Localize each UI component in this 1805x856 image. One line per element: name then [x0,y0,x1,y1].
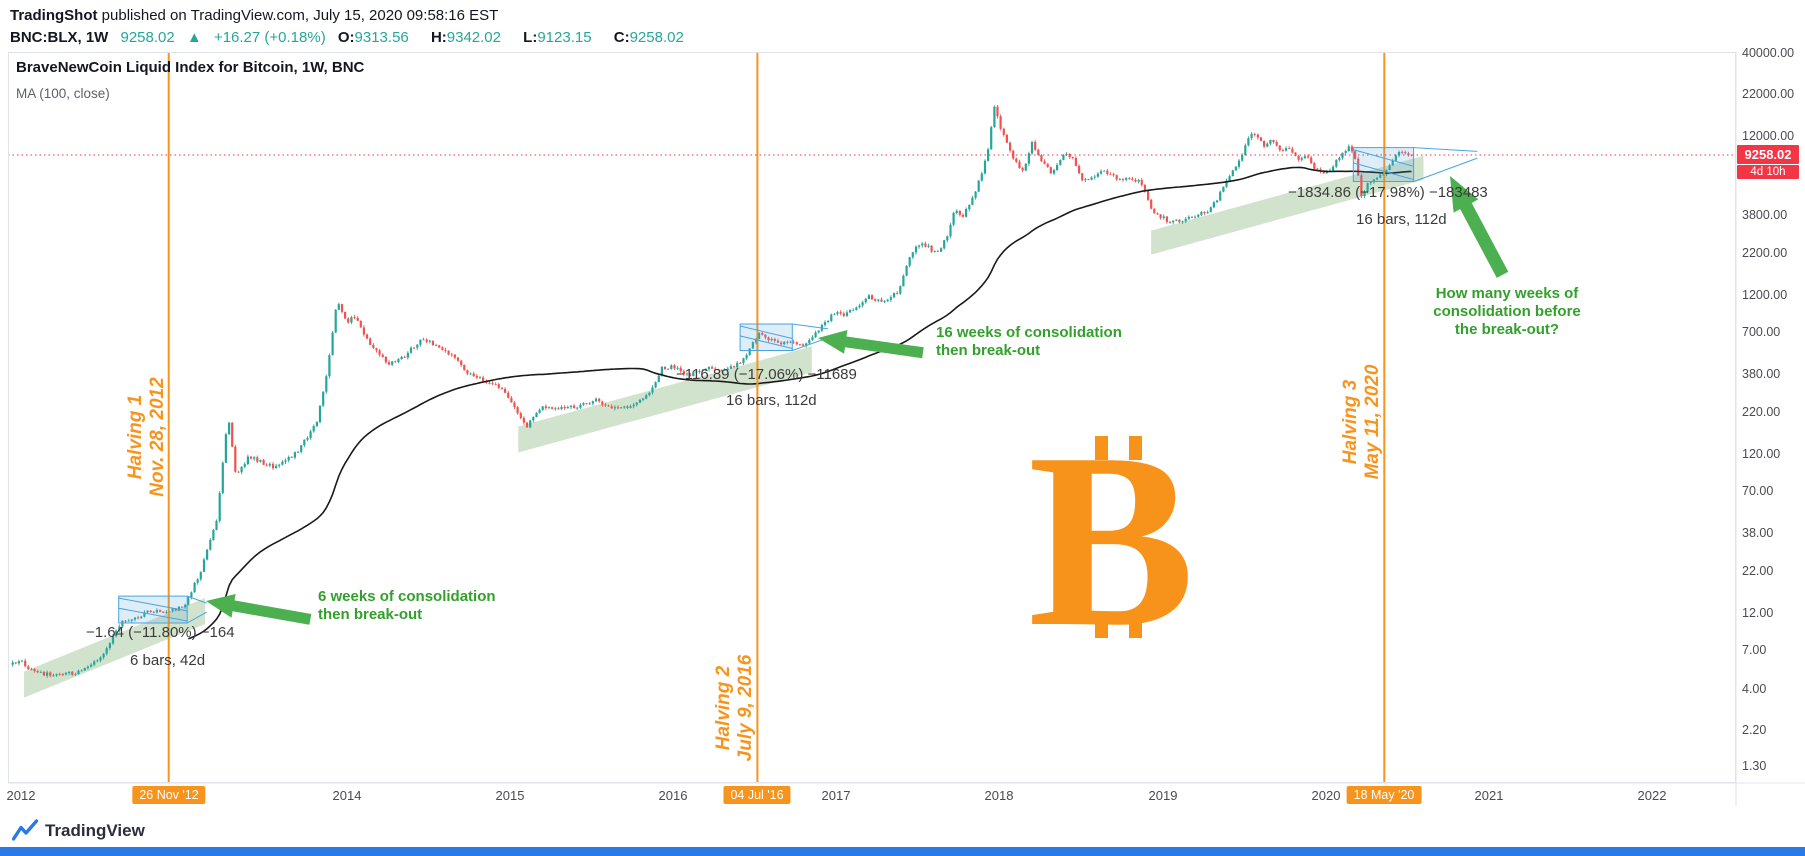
drawings-layer[interactable] [118,147,1509,625]
consolidation-flag[interactable] [118,595,207,624]
close-value: 9258.02 [629,29,684,46]
bitcoin-b-glyph: B [1028,402,1195,679]
tradingview-brand-text[interactable]: TradingView [45,821,145,840]
moving-average-layer[interactable] [188,166,1412,640]
consolidation-flag[interactable] [1352,147,1478,183]
bitcoin-bar [1095,614,1108,638]
consolidation-flag[interactable] [739,323,829,351]
bottom-blue-bar [0,847,1805,856]
publish-header: TradingShot published on TradingView.com… [10,7,498,24]
high-value: 9342.02 [446,29,501,46]
pane-border [8,52,1736,783]
tradingview-footer: TradingView [12,818,145,844]
breakout-arrow[interactable] [206,594,312,625]
price-change: +16.27 (+0.18%) [213,29,326,46]
close-label: C: [613,29,630,46]
publish-info: published on TradingView.com, July 15, 2… [97,7,499,24]
author-name: TradingShot [10,7,98,24]
trend-channel[interactable] [1151,155,1424,255]
candles-layer[interactable] [11,105,1413,678]
last-price: 9258.02 [120,29,175,46]
up-arrow-icon: ▲ [186,29,202,46]
high-label: H: [430,29,447,46]
trend-channel-layer[interactable] [24,155,1424,698]
bitcoin-bar [1129,614,1142,638]
open-label: O: [337,29,355,46]
symbol-info-bar: BNC:BLX, 1W 9258.02 ▲ +16.27 (+0.18%) O:… [10,29,702,46]
bitcoin-bar [1129,436,1142,460]
symbol-name: BNC:BLX, 1W [10,29,109,46]
event-lines-layer[interactable] [8,52,1736,783]
bitcoin-bar [1095,436,1108,460]
trend-channel[interactable] [518,346,812,453]
breakout-arrow[interactable] [1450,176,1509,278]
bitcoin-watermark: B [1028,402,1195,679]
tradingview-logo-icon[interactable] [12,818,38,844]
ma-100-line[interactable] [188,166,1412,640]
open-value: 9313.56 [354,29,409,46]
low-label: L: [523,29,538,46]
breakout-arrow[interactable] [818,330,924,359]
low-value: 9123.15 [537,29,592,46]
chart-frame [8,52,1805,806]
